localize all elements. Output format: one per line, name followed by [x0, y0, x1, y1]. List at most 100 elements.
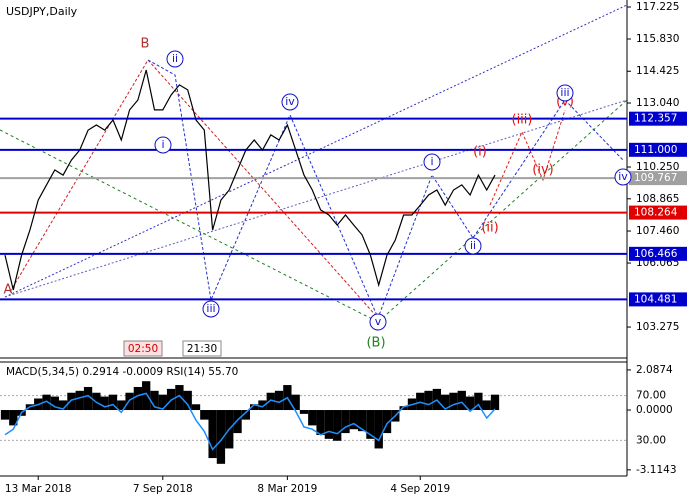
rsi-line	[4, 392, 496, 451]
x-tick-label: 4 Sep 2019	[390, 483, 450, 495]
wave-path	[9, 59, 379, 319]
macd-bar	[191, 404, 201, 411]
macd-bar	[9, 410, 18, 426]
macd-bar	[175, 385, 184, 411]
y2-tick-label: 30.00	[636, 434, 666, 446]
y-tick-label: 115.830	[636, 33, 679, 45]
level-box	[629, 142, 687, 157]
y-tick-label: 0.0000	[636, 404, 673, 416]
y-tick-label: 107.460	[636, 225, 679, 237]
macd-bar	[241, 410, 250, 420]
x-tick-label: 7 Sep 2018	[133, 483, 193, 495]
level-label: 106.466	[634, 248, 678, 260]
level-label: 112.357	[634, 113, 677, 125]
wave-circle	[423, 153, 441, 171]
wave-circle	[281, 93, 299, 111]
macd-bar	[250, 404, 259, 411]
wave-label: ii	[470, 239, 476, 252]
channel-line	[4, 4, 628, 298]
macd-bar	[424, 390, 433, 411]
wave-circle	[369, 313, 387, 331]
macd-bar	[0, 410, 10, 420]
macd-bar	[133, 386, 143, 411]
macd-bar	[142, 381, 151, 411]
macd-bar	[416, 392, 425, 411]
y2-tick-label: 70.00	[636, 390, 666, 402]
y-tick-label: 110.250	[636, 161, 679, 173]
time-box	[182, 340, 222, 357]
wave-label: (B)	[366, 336, 385, 351]
y-tick-label: 113.040	[636, 97, 679, 109]
macd-bar	[357, 410, 367, 432]
macd-bar	[441, 394, 450, 411]
wave-label: (iv)	[532, 163, 553, 178]
macd-bar	[349, 410, 358, 430]
macd-bar	[308, 410, 317, 426]
macd-bar	[183, 390, 192, 411]
y-tick-label: -3.1143	[636, 464, 677, 476]
macd-bar	[274, 390, 284, 411]
level-box	[629, 246, 687, 261]
macd-bar	[382, 410, 392, 434]
macd-bar	[366, 410, 375, 439]
wave-path	[489, 109, 566, 206]
macd-bar	[58, 400, 68, 411]
level-box	[629, 171, 687, 186]
wave-label: A	[4, 283, 13, 298]
macd-bar	[333, 410, 342, 441]
y-tick-label: 108.865	[636, 193, 679, 205]
y-tick-label: 117.225	[636, 1, 679, 13]
macd-bar	[75, 390, 84, 411]
level-label: 109.767	[634, 172, 677, 184]
macd-bar	[474, 392, 483, 411]
trend-line	[0, 129, 379, 323]
macd-bar	[50, 396, 59, 411]
macd-bar	[208, 410, 217, 459]
macd-bar	[158, 394, 167, 411]
x-tick-label: 8 Mar 2019	[257, 483, 317, 495]
macd-bar	[399, 406, 408, 411]
level-box	[629, 292, 687, 307]
y-tick-label: 2.0874	[636, 364, 673, 376]
y-tick-label: 103.275	[636, 321, 679, 333]
indicator-title: MACD(5,34,5) 0.2914 -0.0009 RSI(14) 55.7…	[6, 366, 238, 378]
macd-bar	[258, 400, 267, 411]
wave-label: (i)	[473, 145, 487, 160]
level-box	[629, 111, 687, 126]
wave-label: (ii)	[481, 221, 498, 236]
macd-bar	[67, 392, 76, 411]
wave-circle	[614, 168, 632, 186]
macd-bar	[324, 410, 334, 439]
macd-bar	[457, 390, 466, 411]
wave-label: iv	[285, 95, 295, 108]
wave-label: iv	[618, 170, 628, 183]
chart-title: USDJPY,Daily	[6, 5, 78, 18]
macd-bar	[490, 394, 500, 411]
macd-bar	[216, 410, 226, 464]
macd-bar	[117, 400, 126, 411]
macd-bar	[316, 410, 325, 436]
wave-label: i	[430, 155, 433, 168]
wave-label: i	[161, 138, 164, 151]
wave-label: iii	[206, 302, 215, 315]
trend-line	[377, 99, 628, 323]
price-line	[4, 69, 496, 291]
macd-bar	[449, 392, 458, 411]
macd-bar	[108, 394, 118, 411]
wave-circle	[556, 84, 574, 102]
channel-line	[4, 99, 628, 298]
wave-circle	[154, 136, 172, 154]
level-box	[629, 205, 687, 220]
wave-circle	[166, 50, 184, 68]
wave-label: v	[375, 315, 382, 328]
macd-bar	[200, 410, 209, 420]
wave-label: ii	[172, 52, 178, 65]
macd-bar	[233, 410, 242, 434]
wave-label: iii	[560, 86, 569, 99]
wave-circle	[202, 300, 220, 318]
macd-bar	[266, 392, 275, 411]
y-tick-label: 114.425	[636, 65, 679, 77]
level-label: 108.264	[634, 207, 678, 219]
macd-bar	[42, 394, 51, 411]
macd-bar	[150, 390, 159, 411]
